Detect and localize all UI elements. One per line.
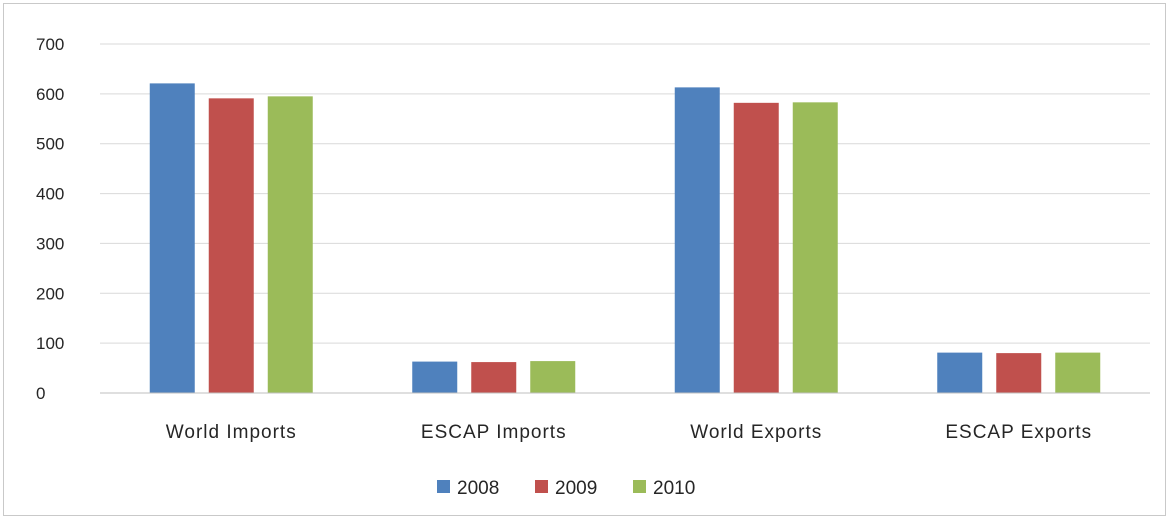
legend-swatch-2010 xyxy=(633,480,646,493)
gridlines xyxy=(100,43,1150,344)
legend: 2008 2009 2010 xyxy=(437,478,695,499)
bar-2010-3 xyxy=(1055,352,1101,393)
y-tick-label: 200 xyxy=(36,284,64,303)
x-category-label: World Imports xyxy=(166,422,297,443)
bar-2010-2 xyxy=(792,102,838,393)
bar-2010-1 xyxy=(530,361,576,393)
x-category-label: ESCAP Exports xyxy=(945,422,1092,443)
bar-2009-1 xyxy=(471,362,517,393)
y-tick-label: 300 xyxy=(36,234,64,253)
bar-2009-2 xyxy=(733,102,779,394)
y-tick-label: 500 xyxy=(36,135,64,154)
y-tick-label: 600 xyxy=(36,85,64,104)
y-tick-label: 700 xyxy=(36,35,64,54)
legend-swatch-2008 xyxy=(437,480,450,493)
y-tick-label: 400 xyxy=(36,185,64,204)
x-category-label: World Exports xyxy=(690,422,822,443)
bar-2008-1 xyxy=(412,361,458,393)
bar-2008-2 xyxy=(674,87,720,393)
bar-2009-0 xyxy=(208,98,254,393)
bar-2009-3 xyxy=(996,353,1042,393)
y-tick-label: 0 xyxy=(36,384,45,403)
bar-2008-0 xyxy=(149,83,195,393)
y-tick-label: 100 xyxy=(36,334,64,353)
legend-swatch-2009 xyxy=(535,480,548,493)
chart-frame xyxy=(3,3,1166,516)
x-axis-categories: World Imports ESCAP Imports World Exports E… xyxy=(166,422,1092,443)
x-category-label: ESCAP Imports xyxy=(421,422,567,443)
legend-label: 2008 xyxy=(457,478,499,499)
y-axis-ticks: 0 100 200 300 400 500 600 700 xyxy=(36,35,64,403)
legend-label: 2009 xyxy=(555,478,597,499)
bars xyxy=(149,83,1101,394)
bar-2010-0 xyxy=(267,96,313,393)
bar-2008-3 xyxy=(937,352,983,393)
legend-label: 2010 xyxy=(653,478,695,499)
